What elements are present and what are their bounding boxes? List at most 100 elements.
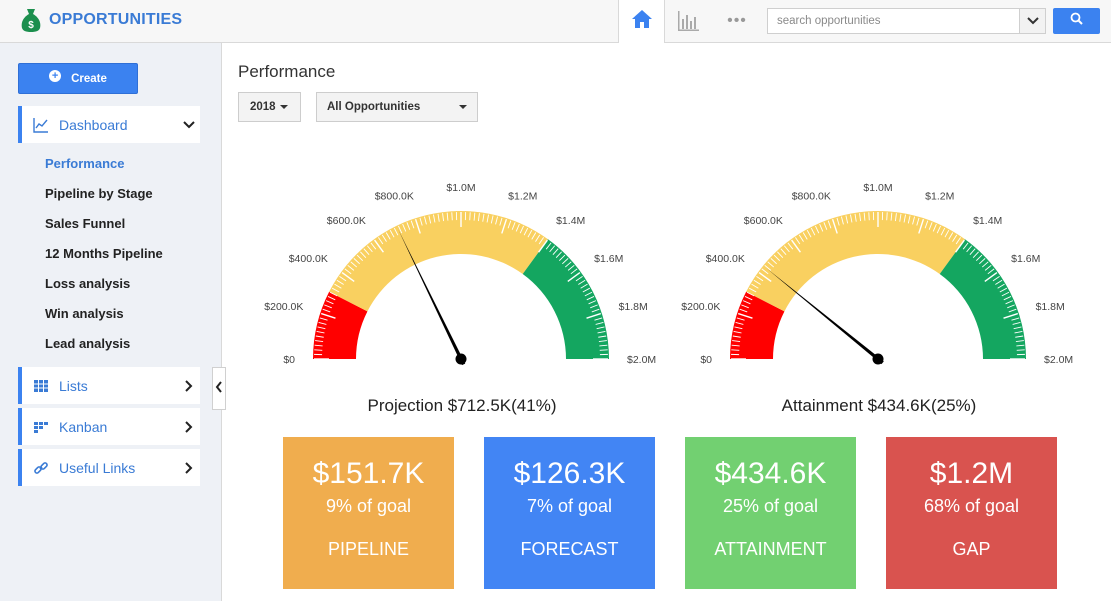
gauge-tick bbox=[570, 268, 578, 275]
gauge-tick bbox=[596, 326, 605, 330]
search-input[interactable] bbox=[768, 9, 1019, 33]
gauge-tick bbox=[567, 272, 581, 282]
gauge-tick bbox=[341, 272, 355, 282]
brand[interactable]: $ OPPORTUNITIES bbox=[20, 7, 182, 33]
gauge-tick-label: $200.0K bbox=[681, 301, 720, 313]
gauge-tick bbox=[928, 222, 933, 230]
gauge-tick bbox=[746, 291, 755, 297]
more-nav-button[interactable]: ••• bbox=[724, 11, 750, 31]
gauge-tick bbox=[932, 223, 937, 232]
sidebar-collapse-button[interactable] bbox=[212, 367, 226, 410]
gauge-tick bbox=[952, 234, 958, 242]
tile-amount: $151.7K bbox=[312, 457, 425, 490]
gauge-tick bbox=[598, 340, 607, 343]
performance-gauges: $0 $200.0K $400.0K $600.0K $800.0K $1.0M $1.2M… bbox=[264, 182, 1073, 366]
gap-tile[interactable]: $1.2M 68% of goal GAP bbox=[886, 437, 1057, 589]
gauge-tick bbox=[940, 227, 946, 236]
top-bar: $ OPPORTUNITIES ••• bbox=[0, 0, 1111, 43]
money-bag-icon: $ bbox=[20, 7, 42, 33]
sidebar-group-label: Useful Links bbox=[59, 459, 136, 476]
home-nav-button[interactable] bbox=[618, 0, 665, 43]
tile-goal: 25% of goal bbox=[722, 496, 819, 516]
sidebar-item-performance[interactable]: Performance bbox=[45, 156, 125, 171]
gauge-tick bbox=[886, 212, 888, 221]
kanban-icon bbox=[33, 419, 49, 435]
gauge-tick bbox=[783, 245, 790, 253]
gauge-tick bbox=[318, 322, 327, 325]
gauge-tick bbox=[1005, 300, 1014, 305]
svg-text:$: $ bbox=[28, 20, 34, 31]
gauge-tick bbox=[360, 251, 367, 258]
gauge-tick bbox=[527, 229, 533, 238]
search-dropdown-button[interactable] bbox=[1019, 9, 1045, 33]
gauge-tick bbox=[854, 213, 857, 222]
sidebar-group-kanban[interactable]: Kanban bbox=[18, 408, 200, 445]
gauge-tick bbox=[538, 239, 548, 253]
gauge-tick-label: $1.8M bbox=[1036, 301, 1065, 313]
gauge-tick bbox=[442, 213, 445, 222]
gauge-tick bbox=[802, 232, 808, 240]
sidebar-item-win-analysis[interactable]: Win analysis bbox=[45, 306, 124, 321]
opportunity-scope-select[interactable]: All Opportunities bbox=[316, 92, 478, 122]
search-box bbox=[767, 8, 1046, 34]
sidebar-group-dashboard[interactable]: Dashboard bbox=[18, 106, 200, 143]
gauge-tick bbox=[477, 213, 480, 222]
gauge-tick bbox=[981, 261, 989, 268]
create-button[interactable]: + Create bbox=[18, 63, 138, 94]
gauge-tick bbox=[741, 304, 749, 309]
gauge-tick bbox=[751, 283, 759, 289]
gauge-tick bbox=[469, 212, 471, 221]
search-button[interactable] bbox=[1053, 8, 1100, 34]
sidebar-item-sales-funnel[interactable]: Sales Funnel bbox=[45, 216, 126, 231]
sidebar-group-lists[interactable]: Lists bbox=[18, 367, 200, 404]
gauge-tick-label: $2.0M bbox=[1044, 354, 1073, 366]
sidebar-item-loss-analysis[interactable]: Loss analysis bbox=[45, 276, 131, 291]
gauge-tick bbox=[955, 237, 961, 245]
gauge-band bbox=[313, 291, 368, 359]
gauge-tick bbox=[344, 268, 352, 275]
gauge-tick bbox=[924, 220, 929, 229]
gauge-tick bbox=[734, 326, 743, 330]
gauge-tick bbox=[334, 283, 342, 289]
gauge-tick bbox=[894, 213, 897, 222]
gauge-tick-label: $1.0M bbox=[863, 182, 892, 194]
chevron-down-icon bbox=[182, 118, 196, 132]
gauge-tick bbox=[590, 304, 598, 309]
home-icon bbox=[631, 9, 653, 34]
gauge-tick-label: $0 bbox=[283, 354, 295, 366]
gauge-tick bbox=[356, 254, 364, 262]
gauge-tick bbox=[370, 242, 377, 250]
gauge-tick bbox=[499, 217, 503, 226]
gauge-tick bbox=[446, 212, 449, 221]
chevron-left-icon bbox=[215, 380, 223, 398]
gauge-tick bbox=[591, 308, 600, 313]
gauge-tick-label: $2.0M bbox=[627, 354, 656, 366]
sidebar-item-lead-analysis[interactable]: Lead analysis bbox=[45, 336, 131, 351]
chevron-right-icon bbox=[182, 379, 196, 393]
gauge-tick bbox=[798, 234, 804, 242]
gauge-band bbox=[730, 291, 785, 359]
gauge-tick bbox=[810, 227, 816, 236]
gauge-tick bbox=[324, 304, 332, 309]
gauge-tick bbox=[317, 326, 326, 330]
attainment-tile[interactable]: $434.6K 25% of goal ATTAINMENT bbox=[685, 437, 856, 589]
chevron-right-icon bbox=[182, 461, 196, 475]
gauge-tick bbox=[549, 245, 556, 253]
gauge-tick bbox=[381, 234, 387, 242]
sidebar-item-12-months-pipeline[interactable]: 12 Months Pipeline bbox=[45, 246, 163, 261]
gauge-tick bbox=[761, 268, 769, 275]
pipeline-tile[interactable]: $151.7K 9% of goal PIPELINE bbox=[283, 437, 454, 589]
gauge-tick bbox=[999, 287, 1008, 293]
gauge-tick bbox=[1003, 312, 1019, 319]
gauge-tick bbox=[353, 258, 360, 265]
sidebar-item-pipeline-by-stage[interactable]: Pipeline by Stage bbox=[45, 186, 153, 201]
forecast-tile[interactable]: $126.3K 7% of goal FORECAST bbox=[484, 437, 655, 589]
year-select[interactable]: 2018 bbox=[238, 92, 301, 122]
gauge-tick bbox=[903, 214, 906, 223]
gauge-tick bbox=[545, 242, 552, 250]
reports-nav-button[interactable] bbox=[676, 10, 700, 32]
gauge-tick bbox=[535, 234, 541, 242]
sidebar-group-useful-links[interactable]: Useful Links bbox=[18, 449, 200, 486]
sidebar: + Create Dashboard Performance Pipeline … bbox=[0, 43, 222, 601]
gauge-tick bbox=[831, 218, 838, 234]
